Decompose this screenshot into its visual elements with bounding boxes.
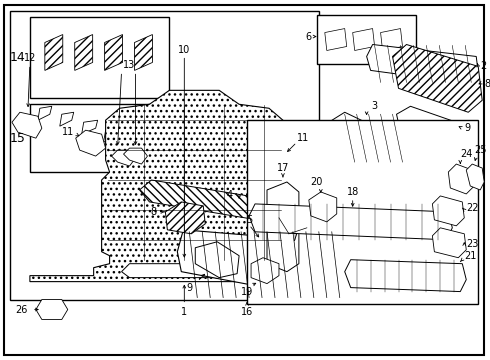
Polygon shape (112, 150, 136, 166)
Polygon shape (257, 150, 287, 176)
Text: 2: 2 (480, 62, 487, 71)
Text: 21: 21 (464, 251, 477, 261)
Text: 4: 4 (226, 190, 232, 200)
Bar (30, 17, 170, 98)
Polygon shape (251, 258, 279, 284)
Text: 9: 9 (464, 123, 470, 133)
Text: 11: 11 (62, 127, 74, 137)
Polygon shape (329, 112, 400, 164)
Text: 12: 12 (24, 53, 36, 63)
Polygon shape (367, 45, 478, 84)
Text: 11: 11 (297, 133, 309, 143)
Polygon shape (381, 28, 402, 50)
Polygon shape (432, 228, 466, 258)
Polygon shape (249, 204, 452, 240)
Polygon shape (325, 28, 347, 50)
Polygon shape (103, 128, 120, 142)
Polygon shape (125, 136, 142, 150)
Text: 23: 23 (466, 239, 479, 249)
Polygon shape (30, 90, 295, 282)
Text: 26: 26 (16, 305, 28, 315)
Text: 19: 19 (241, 287, 253, 297)
Polygon shape (396, 106, 460, 150)
Polygon shape (271, 192, 289, 218)
Polygon shape (122, 264, 267, 278)
Polygon shape (353, 28, 374, 50)
Text: 24: 24 (460, 149, 472, 159)
Text: 9: 9 (186, 283, 193, 293)
Text: 7: 7 (291, 233, 297, 243)
Polygon shape (74, 35, 93, 71)
Polygon shape (12, 112, 42, 138)
Text: 15: 15 (10, 132, 26, 145)
Polygon shape (45, 35, 63, 71)
Text: 22: 22 (466, 203, 479, 213)
Polygon shape (177, 230, 368, 300)
Polygon shape (466, 164, 484, 190)
Bar (30, 104, 170, 172)
Polygon shape (448, 164, 474, 194)
Text: 8: 8 (150, 207, 156, 217)
Text: 17: 17 (277, 163, 289, 173)
Polygon shape (196, 242, 239, 278)
Text: 13: 13 (123, 60, 136, 71)
Polygon shape (294, 204, 312, 230)
Polygon shape (82, 120, 98, 134)
Bar (247, 120, 478, 303)
Polygon shape (267, 182, 299, 272)
Text: 20: 20 (311, 177, 323, 187)
Polygon shape (38, 106, 52, 120)
Polygon shape (123, 148, 147, 164)
Polygon shape (134, 35, 152, 71)
Text: 1: 1 (181, 306, 187, 316)
Polygon shape (432, 196, 464, 226)
Polygon shape (36, 300, 68, 319)
Polygon shape (140, 180, 327, 230)
Text: 6: 6 (306, 32, 312, 41)
Text: 16: 16 (241, 306, 253, 316)
Text: 8: 8 (484, 79, 490, 89)
Polygon shape (344, 260, 466, 292)
Bar (10, 11, 319, 300)
Text: 10: 10 (178, 45, 191, 55)
Polygon shape (309, 192, 337, 222)
Text: 18: 18 (346, 187, 359, 197)
Polygon shape (392, 45, 482, 112)
Text: 5: 5 (246, 215, 252, 225)
Bar (317, 15, 416, 64)
Polygon shape (76, 130, 106, 156)
Polygon shape (60, 112, 74, 126)
Text: 25: 25 (474, 145, 487, 155)
Polygon shape (166, 202, 205, 234)
Polygon shape (104, 35, 122, 71)
Text: 14: 14 (10, 51, 26, 64)
Text: 3: 3 (371, 101, 378, 111)
